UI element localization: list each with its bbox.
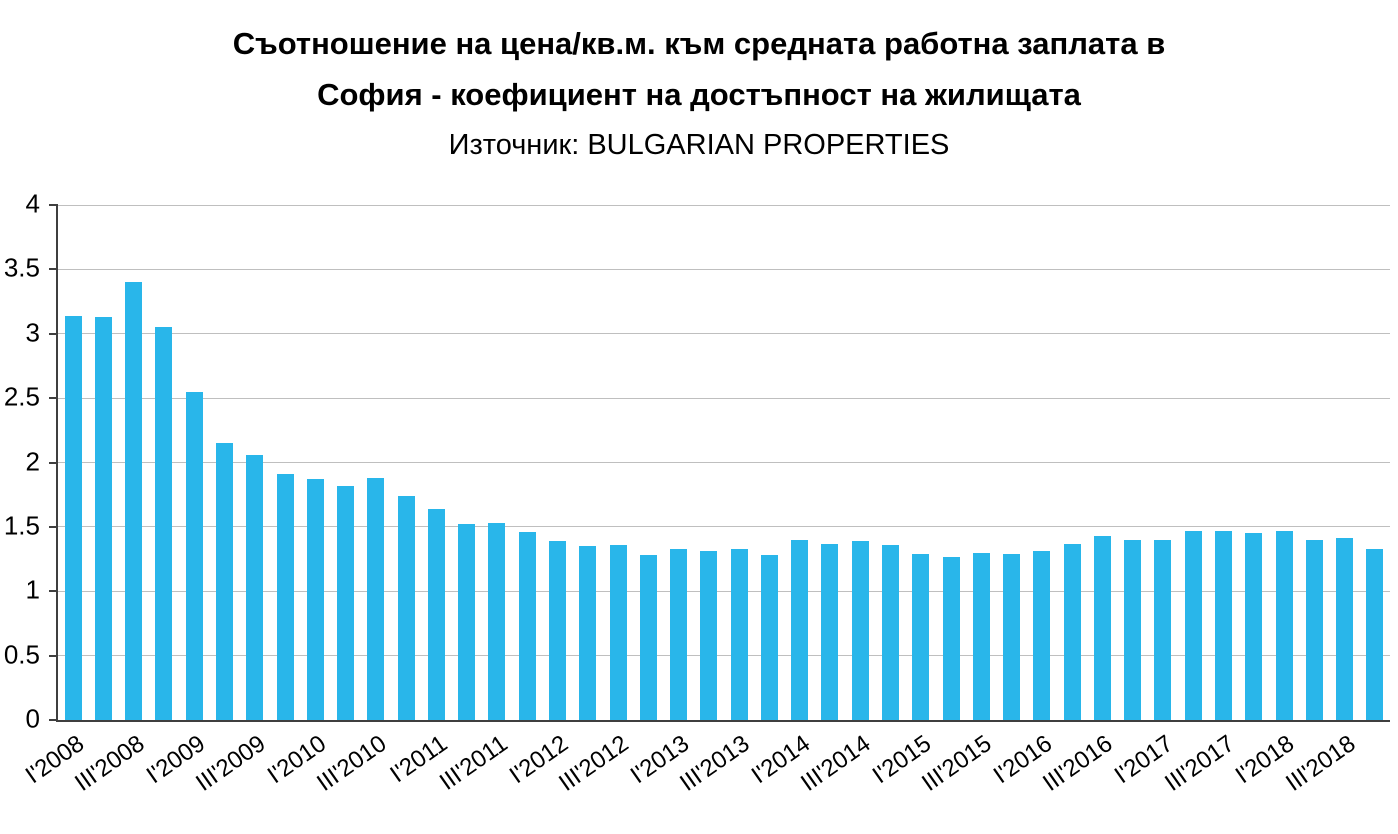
gridline xyxy=(58,462,1390,463)
bar xyxy=(125,282,143,720)
bar xyxy=(216,443,233,720)
bar xyxy=(579,546,597,720)
bar xyxy=(94,317,112,720)
bar xyxy=(1245,533,1263,720)
x-axis-label: III'2017 xyxy=(1159,730,1239,797)
bar xyxy=(1336,538,1354,720)
bar xyxy=(760,555,778,720)
bar xyxy=(730,548,748,720)
bar xyxy=(1275,530,1293,720)
bar xyxy=(700,551,718,720)
bar xyxy=(337,485,355,720)
x-axis-label: III'2010 xyxy=(311,730,392,797)
y-axis-label: 0.5 xyxy=(3,638,40,669)
x-axis-label: III'2012 xyxy=(554,730,634,797)
bar xyxy=(367,477,385,720)
y-axis-label: 2 xyxy=(25,445,40,476)
bar xyxy=(1366,548,1384,720)
y-axis-tick xyxy=(49,525,58,528)
bar xyxy=(246,454,264,720)
y-axis-tick xyxy=(49,397,58,400)
bar xyxy=(1003,553,1021,720)
bar xyxy=(458,524,476,720)
y-axis-label: 4 xyxy=(25,188,40,219)
bar xyxy=(851,541,869,720)
chart-subtitle-source: Източник: BULGARIAN PROPERTIES xyxy=(448,129,950,161)
gridline xyxy=(58,204,1390,206)
x-axis-labels: I'2008 III'2008 I'2009 III'2009 I'2010 III'20… xyxy=(20,722,1390,834)
bar xyxy=(1184,530,1202,720)
gridline xyxy=(58,655,1390,657)
bar-chart: 0 0.5 1 1.5 2 2.5 3 3.5 4 I'2008 III'2008 I'2009 II… xyxy=(0,188,1398,834)
bar xyxy=(397,495,415,720)
y-axis-label: 1.5 xyxy=(3,510,40,541)
gridline xyxy=(58,397,1390,399)
x-axis-label: III'2016 xyxy=(1038,730,1118,797)
x-axis-label: III'2014 xyxy=(796,730,876,797)
bar xyxy=(821,543,839,720)
gridline xyxy=(58,590,1390,592)
y-axis-tick xyxy=(49,332,58,335)
bar xyxy=(155,327,173,720)
bar xyxy=(427,508,445,720)
y-axis-label: 3 xyxy=(25,317,40,348)
bar xyxy=(1215,530,1232,720)
bar xyxy=(791,539,809,720)
x-axis-label: III'2009 xyxy=(190,730,271,797)
bar xyxy=(670,548,688,720)
bar xyxy=(1305,539,1323,720)
x-axis-label: III'2015 xyxy=(917,730,997,797)
plot-area xyxy=(49,204,1390,722)
y-axis-tick xyxy=(49,204,58,206)
x-axis-label: III'2011 xyxy=(434,730,513,796)
bar xyxy=(518,532,536,720)
x-axis-label: III'2018 xyxy=(1280,730,1361,797)
chart-title-line-2: София - коефициент на достъпност на жили… xyxy=(317,77,1081,112)
bar xyxy=(942,556,960,720)
gridline xyxy=(58,526,1390,528)
bar xyxy=(306,479,324,720)
y-axis-tick xyxy=(49,268,58,271)
bar xyxy=(1063,543,1081,720)
y-axis-label: 1 xyxy=(25,574,40,605)
bar xyxy=(1124,539,1142,720)
gridline xyxy=(58,268,1390,270)
bar xyxy=(912,553,930,720)
bar xyxy=(639,555,657,720)
bar xyxy=(276,474,294,720)
chart-title-line-1: Съотношение на цена/кв.м. към средната р… xyxy=(232,26,1166,61)
bar xyxy=(609,544,627,720)
bar xyxy=(64,315,82,720)
bar xyxy=(185,391,203,720)
chart-header: Съотношение на цена/кв.м. към средната р… xyxy=(0,18,1398,170)
y-axis-tick xyxy=(49,461,58,464)
gridline xyxy=(58,333,1390,335)
bar xyxy=(972,552,990,720)
bar xyxy=(549,541,566,720)
bar xyxy=(488,523,506,720)
y-axis-tick xyxy=(49,590,58,593)
x-axis-label: III'2013 xyxy=(675,730,755,797)
y-axis-labels: 0 0.5 1 1.5 2 2.5 3 3.5 4 xyxy=(0,188,48,733)
y-axis-tick xyxy=(49,719,58,721)
bar xyxy=(1033,551,1051,720)
y-axis-label: 3.5 xyxy=(3,252,40,283)
y-axis-label: 2.5 xyxy=(3,381,40,412)
y-axis-label: 0 xyxy=(25,703,40,734)
bar xyxy=(882,544,899,720)
y-axis-tick xyxy=(49,654,58,657)
x-axis-label: III'2008 xyxy=(69,730,150,797)
bar xyxy=(1093,535,1111,720)
bar xyxy=(1154,539,1172,720)
